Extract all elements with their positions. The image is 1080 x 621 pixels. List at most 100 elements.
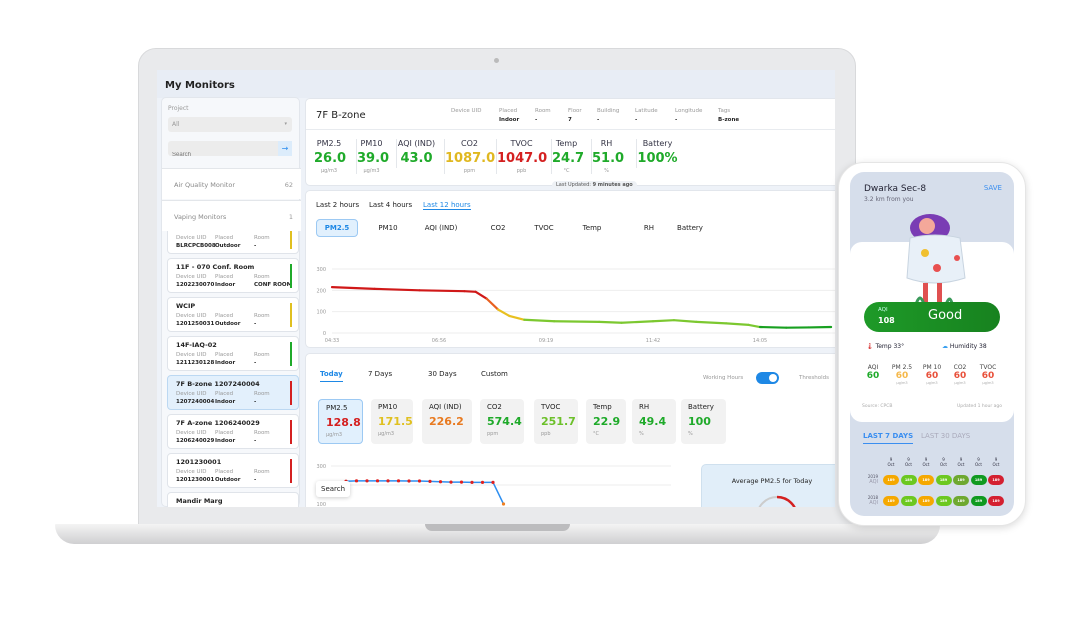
- param-tab[interactable]: TVOC: [534, 224, 554, 232]
- metric-value: 1047.0: [497, 151, 548, 166]
- device-room: -: [254, 438, 257, 444]
- metric-label: AQI (IND): [397, 139, 436, 148]
- device-list-item[interactable]: 14F-IAQ-02 Device UID Placed Room 121123…: [167, 336, 299, 371]
- girl-illustration: [906, 214, 966, 308]
- data-point: [438, 480, 443, 484]
- room-label: Room: [254, 430, 270, 436]
- period-tab[interactable]: Today: [320, 370, 343, 382]
- aqi-day-pill: 189: [953, 475, 969, 485]
- tab-last-30-days[interactable]: LAST 30 DAYS: [921, 432, 971, 440]
- param-tab[interactable]: CO2: [490, 224, 506, 232]
- divider: [306, 129, 835, 130]
- range-tab[interactable]: Last 12 hours: [423, 201, 471, 210]
- phone-metric: AQI 60: [860, 364, 886, 381]
- row-label: 2019 AQI: [860, 474, 878, 485]
- save-button[interactable]: SAVE: [983, 184, 1002, 192]
- param-tab[interactable]: AQI (IND): [424, 224, 458, 232]
- device-list-item[interactable]: 11F - 070 Conf. Room Device UID Placed R…: [167, 258, 299, 293]
- day-month: Oct: [992, 462, 1000, 467]
- last-updated: Last Updated: 9 minutes ago: [552, 181, 637, 189]
- device-uid: 1201250031: [176, 321, 215, 327]
- line-segment: [497, 308, 511, 318]
- category-air-quality[interactable]: Air Quality Monitor 62: [162, 168, 301, 199]
- line-segment: [508, 314, 526, 321]
- phone-metric-value: 60: [981, 371, 995, 381]
- device-room: -: [254, 477, 257, 483]
- range-tab[interactable]: Last 2 hours: [316, 201, 360, 209]
- summary-tile[interactable]: PM2.5 128.8 µg/m3: [318, 399, 363, 444]
- humidity-text: Humidity 38: [949, 343, 987, 350]
- aqi-day-pill: 189: [970, 496, 987, 506]
- aqi-status: Good: [928, 308, 963, 323]
- data-point: [417, 479, 422, 483]
- device-list-item[interactable]: 7F B-zone 1207240004 Device UID Placed R…: [167, 375, 299, 410]
- device-name: 1201230001: [176, 458, 222, 466]
- summary-tile[interactable]: PM10 171.5 µg/m3: [371, 399, 413, 444]
- category-vaping[interactable]: Vaping Monitors 1: [162, 200, 301, 231]
- info-value: Indoor: [499, 117, 520, 123]
- param-tab[interactable]: RH: [643, 224, 655, 232]
- row-metric: AQI: [869, 500, 878, 506]
- day-month: Oct: [940, 462, 947, 467]
- day-number: 9: [959, 457, 963, 462]
- metric-label: Temp: [555, 139, 578, 148]
- device-list[interactable]: Device UID Placed Room BLRCPCB008 Outdoo…: [162, 231, 301, 507]
- uid-label: Device UID: [176, 274, 207, 280]
- summary-tile[interactable]: TVOC 251.7 ppb: [534, 399, 578, 444]
- phone-metric: TVOC 60 µg/m3: [975, 364, 1001, 385]
- tab-last-7-days[interactable]: LAST 7 DAYS: [863, 432, 914, 444]
- project-select[interactable]: All ▾: [168, 117, 292, 132]
- phone-metric-unit: µg/m3: [982, 381, 994, 385]
- dashboard-screen: My Monitors Project All ▾ → Air Quality M…: [157, 70, 835, 507]
- source-text: Source: CPCB: [862, 404, 893, 409]
- tile-unit: °C: [593, 431, 599, 437]
- period-tab[interactable]: Custom: [481, 370, 508, 378]
- device-list-item[interactable]: 1201230001 Device UID Placed Room 120123…: [167, 453, 299, 488]
- device-list-item[interactable]: Device UID Placed Room BLRCPCB008 Outdoo…: [167, 231, 299, 254]
- phone-metric-value: 60: [953, 371, 967, 381]
- tile-value: 49.4: [639, 415, 667, 428]
- search-button[interactable]: Search: [316, 481, 351, 497]
- info-label: Tags: [718, 108, 731, 114]
- tile-label: RH: [639, 403, 650, 411]
- device-list-item[interactable]: WCIP Device UID Placed Room 1201250031 O…: [167, 297, 299, 332]
- data-point: [428, 479, 432, 483]
- summary-tile[interactable]: Battery 100%: [681, 399, 726, 444]
- line-segment: [651, 319, 676, 323]
- search-input[interactable]: [168, 148, 268, 162]
- param-tab[interactable]: PM2.5: [316, 219, 358, 237]
- aqi-day-pill: 189: [935, 475, 952, 485]
- info-label: Room: [535, 108, 551, 114]
- last-updated-label: Last Updated:: [556, 182, 591, 188]
- summary-tile[interactable]: Temp 22.9 °C: [586, 399, 626, 444]
- working-hours-toggle[interactable]: [756, 372, 779, 384]
- phone-metric: PM 10 60 µg/m3: [919, 364, 945, 385]
- x-tick-label: 11:42: [646, 338, 660, 344]
- device-list-item[interactable]: Mandir Marg: [167, 492, 299, 507]
- y-tick-label: 100: [316, 502, 326, 507]
- summary-tile[interactable]: CO2 574.4 ppm: [480, 399, 524, 444]
- arrow-right-icon[interactable]: →: [278, 141, 292, 156]
- project-label: Project: [168, 105, 189, 112]
- metric-label: PM2.5: [316, 139, 342, 148]
- day-header: 9 Oct: [953, 457, 969, 467]
- phone-metric-label: PM 2.5: [891, 364, 913, 371]
- period-tab[interactable]: 7 Days: [368, 370, 393, 378]
- tile-unit: ppb: [541, 431, 551, 437]
- period-tab[interactable]: 30 Days: [428, 370, 457, 378]
- device-list-item[interactable]: 7F A-zone 1206240029 Device UID Placed R…: [167, 414, 299, 449]
- aqi-day-pill: 189: [988, 496, 1004, 506]
- day-month: Oct: [922, 462, 930, 467]
- param-tab[interactable]: Battery: [677, 224, 703, 232]
- summary-tile[interactable]: AQI (IND) 226.2: [422, 399, 472, 444]
- param-tab[interactable]: Temp: [582, 224, 602, 232]
- range-tab[interactable]: Last 4 hours: [369, 201, 413, 209]
- tile-value: 171.5: [378, 415, 413, 428]
- thresholds-label[interactable]: Thresholds: [799, 375, 829, 381]
- tile-value: 128.8: [326, 416, 361, 429]
- phone-metric-unit: µg/m3: [896, 381, 908, 385]
- summary-tile[interactable]: RH 49.4%: [632, 399, 676, 444]
- search-field[interactable]: →: [168, 141, 292, 162]
- location-name: Dwarka Sec-8: [864, 184, 927, 194]
- param-tab[interactable]: PM10: [378, 224, 398, 232]
